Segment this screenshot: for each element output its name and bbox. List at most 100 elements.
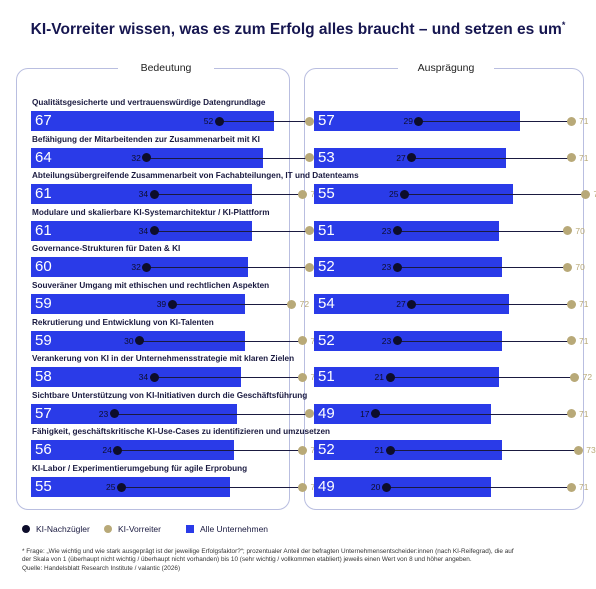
- category-label: Governance-Strukturen für Daten & KI: [32, 244, 181, 254]
- category-label: Sichtbare Unterstützung von KI-Initiativ…: [32, 390, 308, 400]
- category-label: Fähigkeit, geschäftskritische KI-Use-Cas…: [32, 427, 331, 437]
- dot-nachzuegler-auspraegung: [407, 153, 417, 163]
- bar-value-auspraegung: 49: [318, 404, 335, 422]
- dot-vorreiter-auspraegung: [562, 262, 572, 272]
- range-line-bedeutung: [114, 413, 310, 415]
- bar-bedeutung: [31, 220, 252, 241]
- bar-value-auspraegung: 53: [318, 148, 335, 166]
- range-line-bedeutung: [154, 230, 310, 232]
- range-line-bedeutung: [117, 450, 303, 452]
- dot-nachzuegler-auspraegung: [400, 189, 409, 199]
- value-vorreiter-auspraegung: 72: [582, 372, 593, 383]
- value-nachzuegler-bedeutung: 24: [102, 445, 112, 456]
- dot-vorreiter-bedeutung: [298, 482, 307, 492]
- range-line-auspraegung: [418, 121, 571, 122]
- value-nachzuegler-bedeutung: 52: [203, 116, 214, 126]
- range-line-auspraegung: [397, 340, 571, 342]
- bar-bedeutung: [31, 294, 245, 314]
- bar-value-bedeutung: 67: [35, 112, 52, 129]
- panel-header-auspraegung: Ausprägung: [398, 62, 494, 74]
- value-nachzuegler-bedeutung: 39: [156, 299, 167, 309]
- value-vorreiter-auspraegung: 71: [579, 335, 589, 346]
- dot-nachzuegler-bedeutung: [109, 409, 119, 419]
- legend-item-vorreiter: KI-Vorreiter: [104, 524, 161, 534]
- dot-vorreiter-bedeutung: [305, 409, 315, 419]
- dot-nachzuegler-bedeutung: [113, 445, 123, 455]
- value-nachzuegler-auspraegung: 23: [381, 262, 392, 273]
- dot-nachzuegler-bedeutung: [167, 299, 177, 309]
- value-nachzuegler-auspraegung: 23: [381, 225, 392, 236]
- value-nachzuegler-auspraegung: 21: [374, 445, 385, 456]
- bar-bedeutung: [31, 184, 252, 205]
- panel-header-bedeutung: Bedeutung: [118, 62, 214, 74]
- dot-nachzuegler-auspraegung: [385, 445, 395, 455]
- footnote-line: Quelle: Handelsblatt Research Institute …: [22, 564, 181, 572]
- dot-vorreiter-bedeutung: [305, 262, 315, 272]
- value-nachzuegler-auspraegung: 27: [396, 299, 406, 309]
- category-label: Modulare und skalierbare KI-Systemarchit…: [32, 207, 270, 217]
- value-nachzuegler-bedeutung: 32: [131, 152, 141, 163]
- category-label: Souveräner Umgang mit ethischen und rech…: [32, 281, 270, 290]
- bar-value-auspraegung: 57: [318, 112, 335, 129]
- dot-vorreiter-bedeutung: [298, 445, 307, 455]
- dot-vorreiter-auspraegung: [570, 372, 580, 382]
- bar-value-bedeutung: 56: [35, 441, 52, 459]
- range-line-bedeutung: [121, 487, 303, 488]
- footnote: * Frage: „Wie wichtig und wie stark ausg…: [22, 548, 582, 573]
- dot-vorreiter-auspraegung: [581, 189, 590, 199]
- value-vorreiter-auspraegung: 70: [575, 262, 585, 273]
- legend-item-nachzuegler: KI-Nachzügler: [22, 524, 90, 534]
- dot-nachzuegler-auspraegung: [371, 409, 381, 419]
- bar-value-bedeutung: 64: [35, 148, 52, 166]
- dot-vorreiter-auspraegung: [566, 153, 576, 163]
- bar-value-bedeutung: 60: [35, 258, 52, 276]
- dot-nachzuegler-bedeutung: [117, 482, 126, 492]
- dot-nachzuegler-bedeutung: [142, 153, 152, 163]
- bar-value-auspraegung: 52: [318, 441, 335, 459]
- bar-bedeutung: [31, 257, 249, 278]
- legend-label-nachzuegler: KI-Nachzügler: [36, 524, 90, 534]
- range-line-auspraegung: [397, 267, 568, 269]
- legend-marker-alle: [186, 525, 194, 533]
- value-nachzuegler-bedeutung: 34: [138, 372, 149, 383]
- dot-nachzuegler-bedeutung: [149, 226, 159, 236]
- dot-vorreiter-bedeutung: [305, 153, 315, 163]
- dot-nachzuegler-bedeutung: [149, 189, 159, 199]
- range-line-auspraegung: [411, 304, 571, 305]
- legend-item-alle: Alle Unternehmen: [186, 524, 268, 534]
- dot-vorreiter-auspraegung: [566, 116, 576, 126]
- value-nachzuegler-auspraegung: 25: [389, 189, 399, 200]
- bar-value-auspraegung: 55: [318, 185, 335, 203]
- dot-nachzuegler-auspraegung: [392, 262, 402, 272]
- category-label: Qualitätsgesicherte und vertrauenswürdig…: [32, 98, 266, 107]
- category-label: KI-Labor / Experimentierumgebung für agi…: [32, 464, 248, 473]
- dot-vorreiter-bedeutung: [305, 226, 315, 236]
- legend-marker-vorreiter: [104, 525, 112, 533]
- bar-value-auspraegung: 51: [318, 368, 335, 386]
- chart-title: KI-Vorreiter wissen, was es zum Erfolg a…: [30, 20, 566, 39]
- value-vorreiter-auspraegung: 71: [579, 152, 589, 163]
- dot-vorreiter-auspraegung: [566, 482, 576, 492]
- bar-bedeutung: [31, 367, 241, 388]
- value-nachzuegler-bedeutung: 32: [131, 262, 141, 273]
- dot-vorreiter-auspraegung: [566, 409, 576, 419]
- range-line-bedeutung: [219, 121, 310, 122]
- range-line-auspraegung: [390, 450, 579, 452]
- category-label: Befähigung der Mitarbeitenden zur Zusamm…: [32, 134, 260, 144]
- dot-nachzuegler-auspraegung: [385, 372, 395, 382]
- dot-vorreiter-bedeutung: [287, 299, 297, 309]
- value-nachzuegler-bedeutung: 23: [98, 408, 109, 419]
- dot-vorreiter-bedeutung: [298, 189, 307, 199]
- value-vorreiter-auspraegung: 71: [579, 408, 589, 419]
- bar-value-bedeutung: 57: [35, 404, 52, 422]
- range-line-auspraegung: [390, 377, 575, 379]
- value-vorreiter-auspraegung: 70: [575, 225, 585, 236]
- bar-value-bedeutung: 61: [35, 185, 52, 203]
- footnote-line: * Frage: „Wie wichtig und wie stark ausg…: [22, 548, 514, 555]
- legend-label-alle: Alle Unternehmen: [200, 524, 269, 534]
- dot-vorreiter-auspraegung: [573, 445, 583, 455]
- dot-nachzuegler-auspraegung: [414, 116, 424, 126]
- value-nachzuegler-auspraegung: 21: [374, 372, 385, 383]
- value-nachzuegler-auspraegung: 20: [370, 482, 381, 492]
- value-nachzuegler-auspraegung: 17: [360, 408, 370, 419]
